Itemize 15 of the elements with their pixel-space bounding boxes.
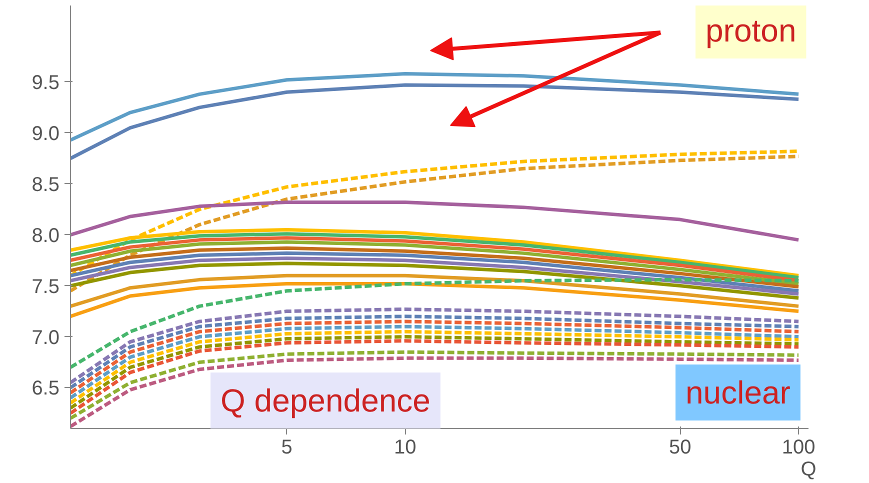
- annotation: nuclear: [686, 374, 791, 410]
- y-tick-label: 8.0: [32, 224, 60, 247]
- x-tick-label: 10: [394, 436, 416, 458]
- y-tick-label: 9.0: [32, 122, 60, 145]
- y-tick-label: 8.5: [32, 174, 60, 196]
- y-tick-label: 9.5: [32, 72, 60, 94]
- x-axis-title: Q: [800, 458, 816, 480]
- x-tick-label: 100: [782, 436, 816, 458]
- annotation: proton: [706, 12, 796, 48]
- x-tick-label: 50: [669, 436, 692, 458]
- y-tick-label: 6.5: [32, 378, 60, 400]
- y-tick-label: 7.0: [32, 326, 60, 349]
- annotation: Q dependence: [220, 382, 430, 418]
- y-tick-label: 7.5: [32, 276, 60, 298]
- x-tick-label: 5: [281, 436, 292, 458]
